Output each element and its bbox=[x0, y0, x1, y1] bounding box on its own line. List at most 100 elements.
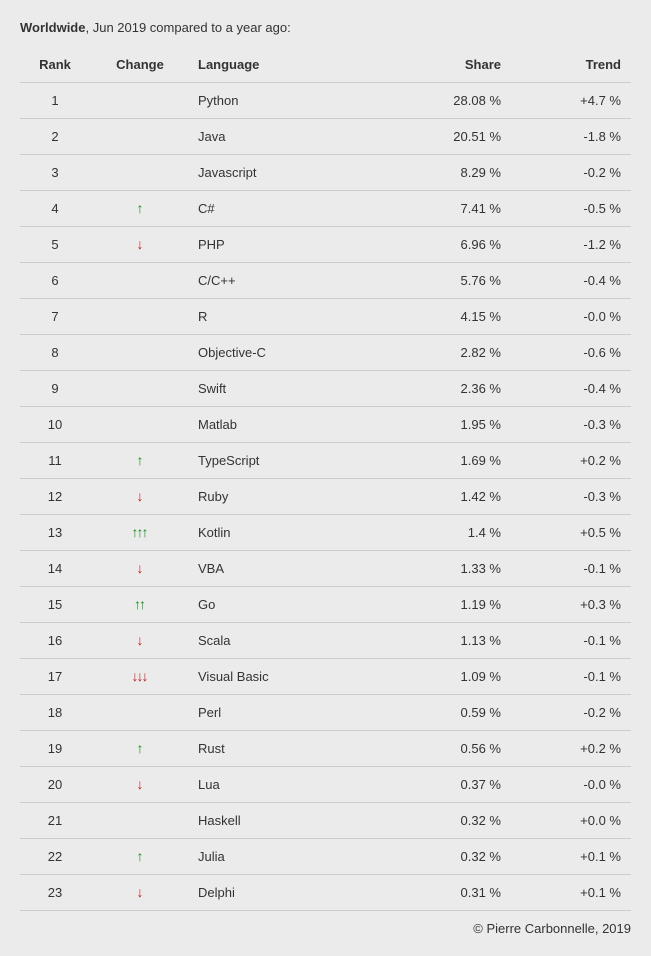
cell-rank: 4 bbox=[20, 191, 90, 227]
cell-language: Perl bbox=[190, 695, 411, 731]
cell-trend: +4.7 % bbox=[531, 83, 631, 119]
cell-share: 0.56 % bbox=[411, 731, 531, 767]
cell-language: Kotlin bbox=[190, 515, 411, 551]
cell-rank: 11 bbox=[20, 443, 90, 479]
table-row: 17↓↓↓Visual Basic1.09 %-0.1 % bbox=[20, 659, 631, 695]
cell-change: ↓↓↓ bbox=[90, 659, 190, 695]
cell-rank: 22 bbox=[20, 839, 90, 875]
caption-rest: , Jun 2019 compared to a year ago: bbox=[85, 20, 290, 35]
cell-language: Delphi bbox=[190, 875, 411, 911]
cell-change bbox=[90, 335, 190, 371]
caption-region: Worldwide bbox=[20, 20, 85, 35]
cell-share: 2.82 % bbox=[411, 335, 531, 371]
table-row: 20↓Lua0.37 %-0.0 % bbox=[20, 767, 631, 803]
table-header-row: Rank Change Language Share Trend bbox=[20, 47, 631, 83]
cell-language: TypeScript bbox=[190, 443, 411, 479]
cell-trend: -0.2 % bbox=[531, 155, 631, 191]
cell-share: 1.69 % bbox=[411, 443, 531, 479]
table-row: 4↑C#7.41 %-0.5 % bbox=[20, 191, 631, 227]
cell-share: 20.51 % bbox=[411, 119, 531, 155]
cell-trend: +0.0 % bbox=[531, 803, 631, 839]
cell-trend: +0.3 % bbox=[531, 587, 631, 623]
cell-trend: -0.6 % bbox=[531, 335, 631, 371]
cell-share: 0.32 % bbox=[411, 839, 531, 875]
cell-change: ↓ bbox=[90, 227, 190, 263]
table-row: 3Javascript8.29 %-0.2 % bbox=[20, 155, 631, 191]
cell-rank: 7 bbox=[20, 299, 90, 335]
cell-language: Java bbox=[190, 119, 411, 155]
cell-share: 4.15 % bbox=[411, 299, 531, 335]
table-row: 12↓Ruby1.42 %-0.3 % bbox=[20, 479, 631, 515]
cell-trend: +0.5 % bbox=[531, 515, 631, 551]
cell-language: Rust bbox=[190, 731, 411, 767]
cell-rank: 2 bbox=[20, 119, 90, 155]
table-row: 13↑↑↑Kotlin1.4 %+0.5 % bbox=[20, 515, 631, 551]
cell-rank: 3 bbox=[20, 155, 90, 191]
cell-trend: +0.2 % bbox=[531, 731, 631, 767]
cell-share: 5.76 % bbox=[411, 263, 531, 299]
cell-language: C# bbox=[190, 191, 411, 227]
cell-language: Scala bbox=[190, 623, 411, 659]
cell-change: ↑ bbox=[90, 839, 190, 875]
cell-trend: -1.8 % bbox=[531, 119, 631, 155]
cell-trend: +0.2 % bbox=[531, 443, 631, 479]
cell-trend: -0.0 % bbox=[531, 767, 631, 803]
col-header-share: Share bbox=[411, 47, 531, 83]
cell-share: 0.37 % bbox=[411, 767, 531, 803]
cell-share: 0.32 % bbox=[411, 803, 531, 839]
cell-trend: -0.3 % bbox=[531, 479, 631, 515]
cell-language: VBA bbox=[190, 551, 411, 587]
cell-language: Julia bbox=[190, 839, 411, 875]
cell-trend: -1.2 % bbox=[531, 227, 631, 263]
arrow-up-icon: ↑ bbox=[137, 201, 144, 215]
table-row: 7R4.15 %-0.0 % bbox=[20, 299, 631, 335]
arrow-up-icon: ↑ bbox=[137, 849, 144, 863]
table-row: 6 C/C++5.76 %-0.4 % bbox=[20, 263, 631, 299]
cell-share: 0.31 % bbox=[411, 875, 531, 911]
cell-trend: -0.1 % bbox=[531, 623, 631, 659]
cell-change: ↑↑ bbox=[90, 587, 190, 623]
cell-share: 28.08 % bbox=[411, 83, 531, 119]
cell-language: Ruby bbox=[190, 479, 411, 515]
table-row: 9Swift2.36 %-0.4 % bbox=[20, 371, 631, 407]
cell-language: Matlab bbox=[190, 407, 411, 443]
cell-language: Haskell bbox=[190, 803, 411, 839]
cell-trend: -0.5 % bbox=[531, 191, 631, 227]
cell-rank: 5 bbox=[20, 227, 90, 263]
cell-trend: -0.3 % bbox=[531, 407, 631, 443]
table-row: 14↓VBA1.33 %-0.1 % bbox=[20, 551, 631, 587]
cell-language: Go bbox=[190, 587, 411, 623]
table-row: 21 Haskell0.32 %+0.0 % bbox=[20, 803, 631, 839]
table-row: 16↓Scala1.13 %-0.1 % bbox=[20, 623, 631, 659]
cell-language: R bbox=[190, 299, 411, 335]
cell-rank: 6 bbox=[20, 263, 90, 299]
cell-change bbox=[90, 371, 190, 407]
cell-change bbox=[90, 299, 190, 335]
cell-rank: 20 bbox=[20, 767, 90, 803]
cell-change: ↑ bbox=[90, 443, 190, 479]
cell-rank: 9 bbox=[20, 371, 90, 407]
cell-rank: 13 bbox=[20, 515, 90, 551]
table-row: 5↓PHP6.96 %-1.2 % bbox=[20, 227, 631, 263]
cell-trend: -0.1 % bbox=[531, 659, 631, 695]
table-row: 18Perl0.59 %-0.2 % bbox=[20, 695, 631, 731]
cell-rank: 8 bbox=[20, 335, 90, 371]
arrow-down-icon: ↓ bbox=[137, 777, 144, 791]
cell-rank: 16 bbox=[20, 623, 90, 659]
cell-trend: -0.4 % bbox=[531, 371, 631, 407]
cell-share: 1.19 % bbox=[411, 587, 531, 623]
table-row: 23↓Delphi0.31 %+0.1 % bbox=[20, 875, 631, 911]
cell-trend: -0.4 % bbox=[531, 263, 631, 299]
arrow-down-icon: ↓ bbox=[137, 885, 144, 899]
arrow-up-icon: ↑ bbox=[139, 597, 146, 611]
cell-share: 1.95 % bbox=[411, 407, 531, 443]
table-row: 11↑TypeScript1.69 %+0.2 % bbox=[20, 443, 631, 479]
cell-change: ↓ bbox=[90, 767, 190, 803]
cell-share: 6.96 % bbox=[411, 227, 531, 263]
cell-share: 1.4 % bbox=[411, 515, 531, 551]
table-row: 19↑Rust0.56 %+0.2 % bbox=[20, 731, 631, 767]
cell-rank: 21 bbox=[20, 803, 90, 839]
cell-language: Objective-C bbox=[190, 335, 411, 371]
cell-language: C/C++ bbox=[190, 263, 411, 299]
credit-line: © Pierre Carbonnelle, 2019 bbox=[20, 921, 631, 936]
